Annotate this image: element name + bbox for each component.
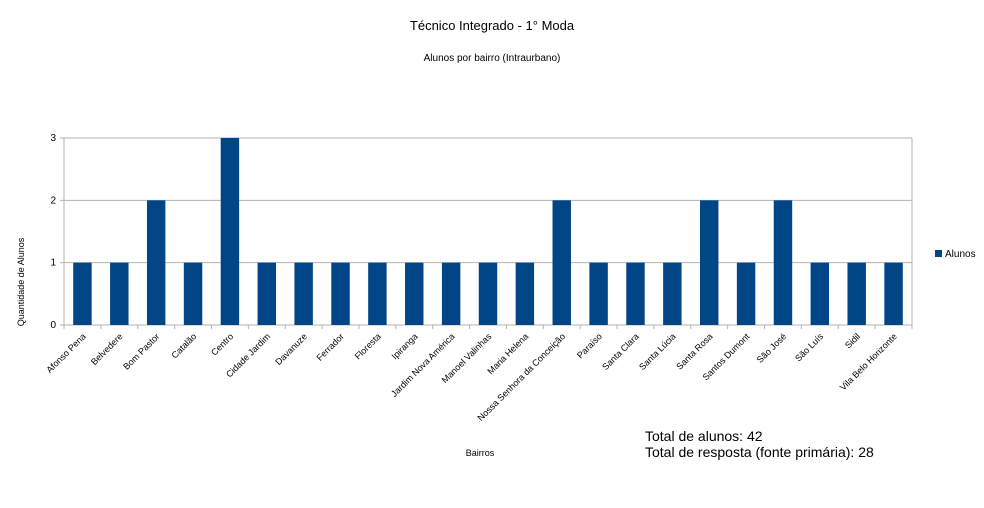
total-students-note: Total de alunos: 42 bbox=[645, 428, 763, 444]
chart-title: Técnico Integrado - 1° Moda bbox=[410, 18, 575, 33]
y-axis-label: Quantidade de Alunos bbox=[16, 237, 26, 326]
x-tick-label: São José bbox=[755, 331, 789, 365]
x-tick-label: Ferrador bbox=[314, 331, 345, 362]
total-responses-note: Total de resposta (fonte primária): 28 bbox=[645, 444, 874, 460]
bar bbox=[773, 200, 793, 325]
chart-subtitle: Alunos por bairro (Intraurbano) bbox=[424, 53, 561, 64]
x-tick-label: Santa Lúcia bbox=[637, 331, 678, 372]
bar bbox=[663, 262, 682, 325]
x-tick-label: Santa Rosa bbox=[674, 331, 714, 371]
legend-swatch bbox=[935, 250, 942, 257]
bar bbox=[552, 200, 571, 325]
x-tick-label: Centro bbox=[209, 331, 235, 357]
bar bbox=[220, 138, 240, 325]
legend: Alunos bbox=[935, 249, 976, 260]
x-tick-label: Santa Clara bbox=[600, 331, 641, 372]
bar bbox=[368, 262, 387, 325]
bar bbox=[736, 262, 756, 325]
bar bbox=[294, 262, 313, 325]
x-tick-label: Ipiranga bbox=[390, 331, 420, 361]
bar bbox=[884, 262, 903, 325]
bar bbox=[183, 262, 203, 325]
bar bbox=[700, 200, 719, 325]
x-tick-label: Sidil bbox=[843, 331, 862, 350]
bar bbox=[146, 200, 166, 325]
x-tick-label: Belvedere bbox=[89, 331, 125, 367]
bar bbox=[257, 262, 276, 325]
bar bbox=[589, 262, 608, 325]
x-tick-label: Bom Pastor bbox=[121, 331, 161, 371]
x-tick-label: Jardim Nova América bbox=[389, 331, 457, 399]
x-axis-label: Bairros bbox=[466, 448, 495, 458]
bar bbox=[626, 262, 645, 325]
bar bbox=[405, 262, 424, 325]
bar bbox=[515, 262, 535, 325]
bar bbox=[478, 262, 498, 325]
x-tick-label: Paraíso bbox=[575, 331, 604, 360]
y-tick-label: 2 bbox=[50, 195, 56, 206]
y-tick-labels: 0 1 2 3 bbox=[50, 133, 56, 331]
x-tick-label: Floresta bbox=[353, 331, 383, 361]
y-tick-label: 1 bbox=[50, 258, 56, 269]
legend-label: Alunos bbox=[945, 249, 976, 260]
bar bbox=[441, 262, 461, 325]
x-tick-label: Davanuze bbox=[273, 331, 309, 367]
y-tick-label: 0 bbox=[50, 320, 56, 331]
bar bbox=[73, 262, 92, 325]
bar bbox=[810, 262, 830, 325]
bar bbox=[847, 262, 866, 325]
x-tick-label: São Luís bbox=[793, 331, 826, 364]
x-tick-label: Afonso Pena bbox=[44, 331, 88, 375]
bar bbox=[110, 262, 129, 325]
bars bbox=[73, 138, 903, 325]
y-tick-label: 3 bbox=[50, 133, 56, 144]
x-tick-label: Catalão bbox=[169, 331, 198, 360]
bar bbox=[331, 262, 350, 325]
